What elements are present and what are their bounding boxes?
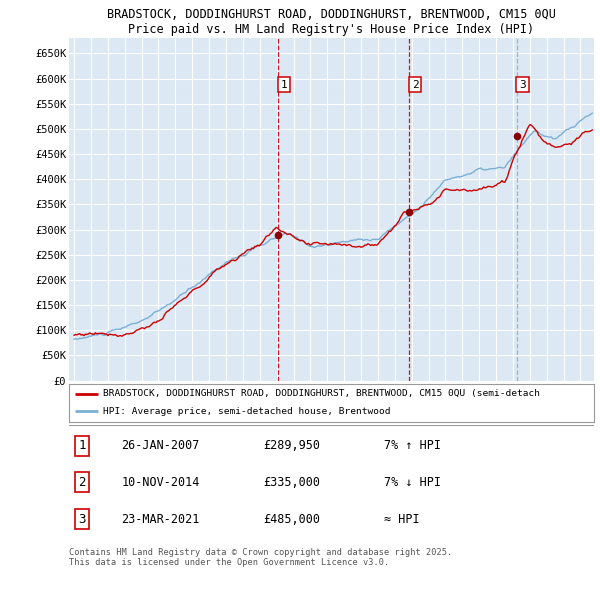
Text: 26-JAN-2007: 26-JAN-2007 — [121, 439, 200, 452]
Text: 3: 3 — [79, 513, 86, 526]
Text: Contains HM Land Registry data © Crown copyright and database right 2025.
This d: Contains HM Land Registry data © Crown c… — [69, 548, 452, 568]
Text: 1: 1 — [79, 439, 86, 452]
Text: 23-MAR-2021: 23-MAR-2021 — [121, 513, 200, 526]
Text: 2: 2 — [79, 476, 86, 489]
Text: BRADSTOCK, DODDINGHURST ROAD, DODDINGHURST, BRENTWOOD, CM15 0QU (semi-detach: BRADSTOCK, DODDINGHURST ROAD, DODDINGHUR… — [103, 389, 540, 398]
Text: 10-NOV-2014: 10-NOV-2014 — [121, 476, 200, 489]
Text: 2: 2 — [412, 80, 419, 90]
Text: 3: 3 — [519, 80, 526, 90]
Text: 7% ↓ HPI: 7% ↓ HPI — [384, 476, 441, 489]
Text: £485,000: £485,000 — [263, 513, 320, 526]
Text: 7% ↑ HPI: 7% ↑ HPI — [384, 439, 441, 452]
Title: BRADSTOCK, DODDINGHURST ROAD, DODDINGHURST, BRENTWOOD, CM15 0QU
Price paid vs. H: BRADSTOCK, DODDINGHURST ROAD, DODDINGHUR… — [107, 8, 556, 36]
Text: £335,000: £335,000 — [263, 476, 320, 489]
Text: £289,950: £289,950 — [263, 439, 320, 452]
Text: ≈ HPI: ≈ HPI — [384, 513, 419, 526]
Text: HPI: Average price, semi-detached house, Brentwood: HPI: Average price, semi-detached house,… — [103, 407, 391, 416]
Text: 1: 1 — [280, 80, 287, 90]
